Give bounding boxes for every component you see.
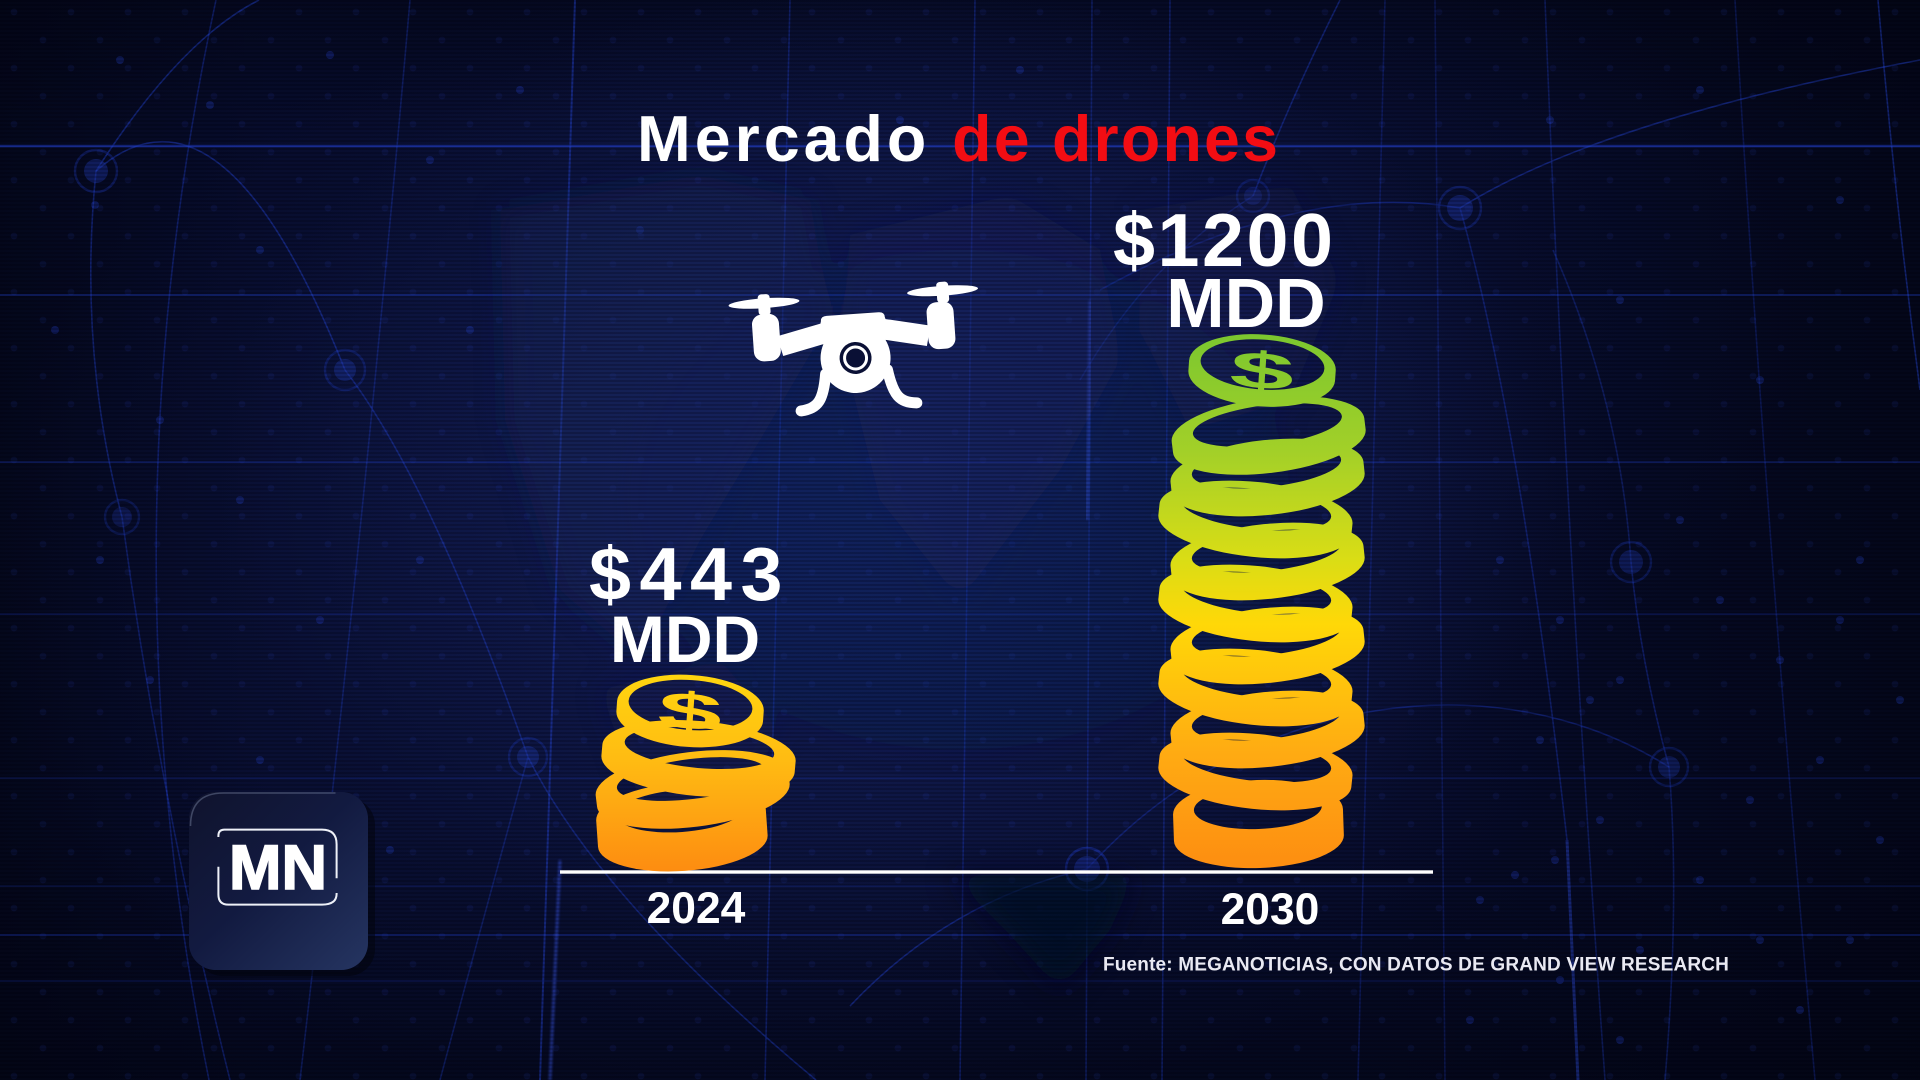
svg-text:$443: $443	[589, 532, 791, 616]
svg-text:$1200: $1200	[1113, 198, 1335, 282]
svg-text:Mercado de drones: Mercado de drones	[637, 103, 1280, 175]
svg-text:MN: MN	[229, 833, 327, 903]
svg-text:Fuente: MEGANOTICIAS, CON DATO: Fuente: MEGANOTICIAS, CON DATOS DE GRAND…	[1103, 955, 1729, 976]
